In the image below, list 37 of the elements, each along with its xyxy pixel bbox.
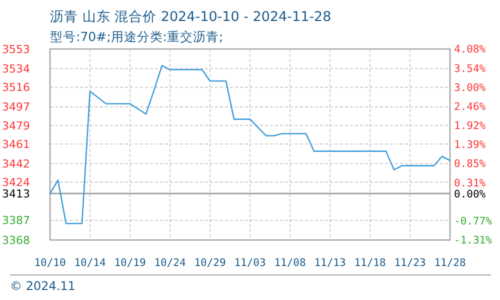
y-tick-label: 3413 bbox=[2, 187, 30, 200]
y2-tick-label: -1.31% bbox=[454, 234, 493, 247]
y2-tick-label: 4.08% bbox=[454, 44, 486, 56]
y-tick-label: 3387 bbox=[2, 214, 30, 228]
y2-tick-label: 0.00% bbox=[454, 188, 486, 200]
x-tick-label: 11/28 bbox=[434, 257, 466, 269]
x-tick-label: 10/29 bbox=[194, 257, 226, 269]
y2-tick-label: 3.00% bbox=[454, 82, 486, 94]
y-tick-label: 3553 bbox=[2, 42, 30, 56]
y2-tick-label: 3.54% bbox=[454, 62, 486, 75]
y-tick-label: 3479 bbox=[2, 119, 30, 132]
x-tick-label: 11/23 bbox=[394, 257, 426, 269]
y2-tick-label: 2.46% bbox=[454, 101, 486, 114]
text: © 2024.11 bbox=[10, 279, 76, 293]
y-tick-label: 3368 bbox=[2, 234, 30, 247]
y2-tick-label: 0.85% bbox=[454, 158, 486, 170]
chart-title: 沥青 山东 混合价 2024-10-10 - 2024-11-28 bbox=[50, 9, 332, 25]
y-tick-label: 3424 bbox=[2, 176, 30, 190]
y2-tick-label: 0.31% bbox=[454, 177, 486, 190]
x-tick-label: 11/13 bbox=[314, 257, 346, 269]
y2-tick-label: -0.77% bbox=[454, 216, 493, 228]
x-tick-label: 11/03 bbox=[234, 257, 266, 269]
x-tick-label: 11/18 bbox=[354, 257, 386, 269]
y-tick-label: 3516 bbox=[2, 81, 30, 94]
x-tick-label: 10/24 bbox=[154, 257, 186, 269]
x-tick-label: 10/14 bbox=[74, 257, 106, 269]
y-tick-label: 3497 bbox=[2, 100, 30, 114]
x-tick-label: 10/10 bbox=[34, 257, 66, 269]
y-tick-label: 3534 bbox=[2, 62, 30, 76]
x-tick-label: 10/19 bbox=[114, 257, 146, 269]
chart-subtitle: 型号:70#;用途分类:重交沥青; bbox=[50, 29, 224, 44]
y2-tick-label: 1.92% bbox=[454, 120, 486, 132]
x-tick-label: 11/08 bbox=[274, 257, 306, 269]
line-series bbox=[49, 64, 451, 224]
y-tick-label: 3442 bbox=[2, 157, 30, 170]
y-tick-label: 3461 bbox=[2, 138, 30, 151]
y2-tick-label: 1.39% bbox=[454, 139, 486, 151]
